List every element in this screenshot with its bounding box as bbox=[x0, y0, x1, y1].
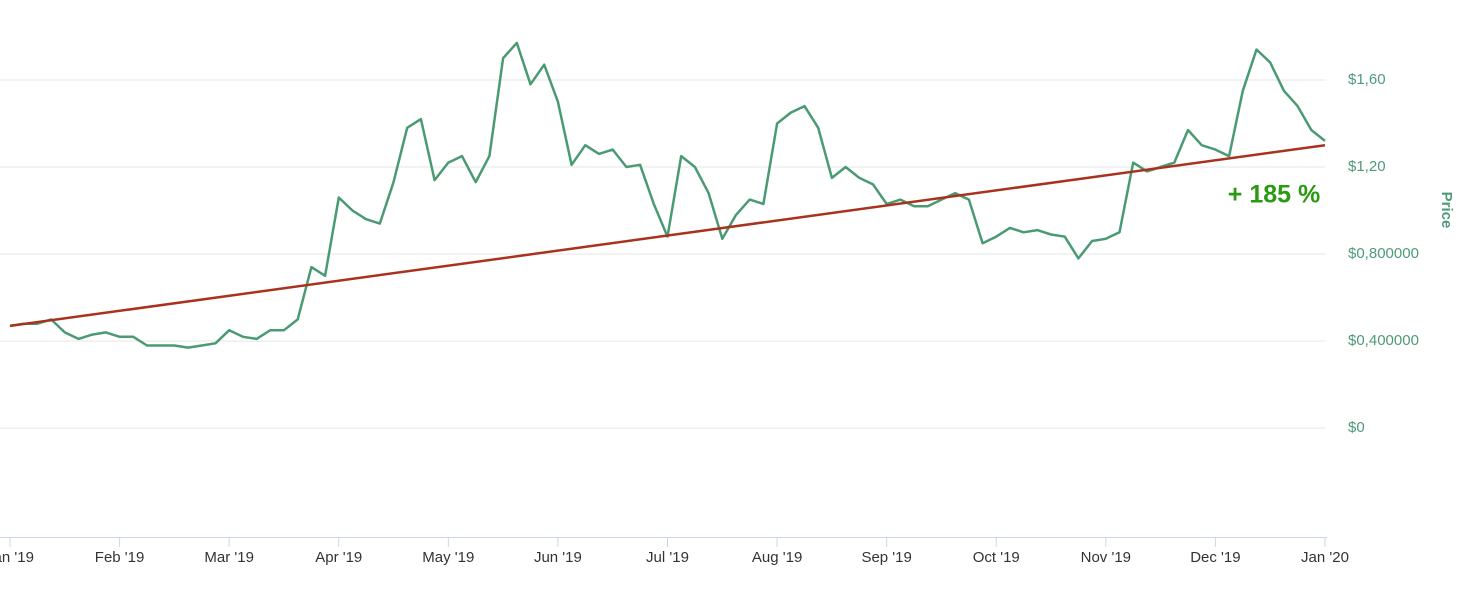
y-tick-label: $0,400000 bbox=[1348, 332, 1419, 349]
x-tick-label: Jul '19 bbox=[646, 549, 689, 566]
y-tick-label: $1,20 bbox=[1348, 158, 1386, 175]
price-line bbox=[9, 41, 1326, 349]
x-tick-label: May '19 bbox=[422, 549, 474, 566]
x-tick-label: Nov '19 bbox=[1081, 549, 1131, 566]
x-tick-label: Mar '19 bbox=[204, 549, 254, 566]
x-tick-label: Dec '19 bbox=[1190, 549, 1240, 566]
x-tick-label: Jan '20 bbox=[1301, 549, 1349, 566]
y-tick-label: $1,60 bbox=[1348, 71, 1386, 88]
y-axis-label: Price bbox=[1438, 192, 1455, 229]
x-tick-label: Jun '19 bbox=[534, 549, 582, 566]
trend-line bbox=[9, 143, 1326, 328]
x-tick-label: Oct '19 bbox=[973, 549, 1020, 566]
x-tick-label: Apr '19 bbox=[315, 549, 362, 566]
annotation: + 185 % bbox=[1228, 181, 1320, 209]
y-tick-label: $0,800000 bbox=[1348, 245, 1419, 262]
y-tick-label: $0 bbox=[1348, 419, 1365, 436]
x-tick-label: Feb '19 bbox=[95, 549, 145, 566]
x-tick-label: Aug '19 bbox=[752, 549, 802, 566]
x-tick-label: Sep '19 bbox=[861, 549, 911, 566]
x-tick-label: Jan '19 bbox=[0, 549, 34, 566]
